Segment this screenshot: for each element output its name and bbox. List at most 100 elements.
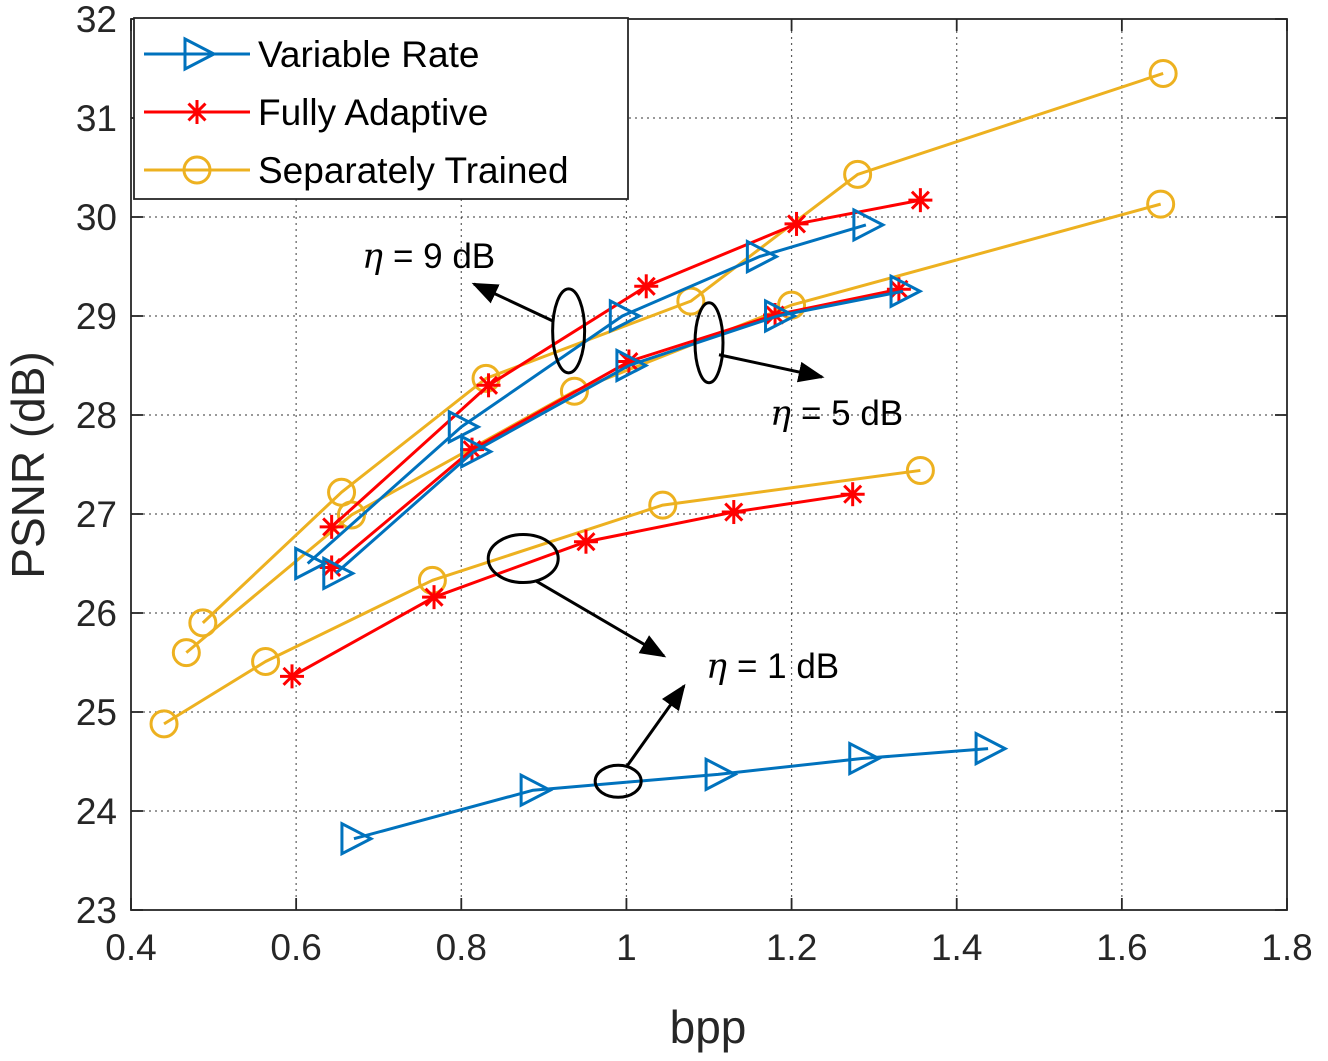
series-variable-rate-eta-1dB	[340, 731, 1009, 857]
data-point	[608, 298, 643, 334]
asterisk-stroke	[322, 517, 342, 537]
data-point	[340, 821, 375, 857]
annotation-eta-1dB: η = 1 dB	[486, 533, 839, 687]
data-point	[745, 239, 780, 275]
asterisk-stroke	[786, 214, 807, 234]
legend-marker	[182, 155, 212, 185]
legend-label: Variable Rate	[258, 34, 479, 75]
x-tick-label: 1.4	[931, 927, 982, 968]
legend-label: Separately Trained	[258, 150, 569, 191]
data-point	[848, 741, 883, 776]
x-axis-label: bpp	[670, 1001, 747, 1053]
data-point	[1148, 58, 1178, 88]
annotation-ellipse	[693, 301, 725, 385]
data-point	[905, 455, 935, 485]
annotation-label: η = 5 dB	[770, 394, 903, 434]
annotation-arrow	[471, 282, 554, 323]
asterisk-stroke	[478, 375, 499, 395]
data-point	[1146, 189, 1176, 219]
data-point	[322, 555, 357, 591]
series-variable-rate-eta-5dB	[322, 273, 924, 591]
annotation-eta-5dB: η = 5 dB	[693, 301, 903, 434]
legend-marker	[185, 100, 209, 124]
data-point	[784, 211, 809, 236]
data-point	[648, 490, 678, 520]
annotation-ellipse	[593, 763, 643, 799]
data-point	[280, 664, 305, 689]
data-point	[460, 434, 494, 470]
series-line	[163, 468, 921, 726]
data-point	[573, 529, 598, 554]
y-tick-label: 32	[76, 0, 117, 40]
annotation-eta-9dB: η = 9 dB	[362, 237, 587, 375]
data-point	[676, 286, 706, 316]
data-point	[149, 709, 179, 739]
axes-frame	[130, 18, 1288, 911]
data-point	[721, 500, 746, 525]
asterisk-stroke	[187, 102, 207, 122]
data-point	[974, 731, 1009, 767]
data-point	[188, 608, 218, 638]
annotations: η = 9 dB η = 5 dB η = 1 dB	[362, 237, 903, 799]
annotation-label: η = 9 dB	[362, 237, 495, 277]
series-line	[306, 223, 867, 565]
eta-symbol: η	[362, 237, 383, 277]
annotation-ellipse	[551, 287, 587, 375]
data-series	[149, 58, 1178, 857]
series-fully-adaptive-eta-1dB	[280, 482, 865, 689]
data-point	[327, 477, 357, 507]
y-tick-label: 29	[76, 296, 117, 337]
series-fully-adaptive-eta-9dB	[319, 188, 933, 539]
annotation-value: = 9 dB	[393, 237, 495, 276]
legend-entry-fully-adaptive: Fully Adaptive	[144, 92, 488, 133]
y-tick-label: 25	[76, 692, 117, 733]
asterisk-stroke	[724, 502, 744, 522]
data-point	[559, 376, 589, 406]
data-point	[615, 348, 650, 383]
asterisk-stroke	[576, 532, 596, 552]
data-point	[422, 585, 447, 610]
data-point	[889, 273, 924, 309]
legend-label: Fully Adaptive	[258, 92, 488, 133]
data-point	[852, 207, 887, 243]
data-point	[447, 409, 482, 445]
x-tick-label: 1	[616, 927, 637, 968]
data-point	[171, 638, 201, 668]
x-tick-label: 0.6	[270, 927, 321, 968]
x-tick-label: 0.8	[436, 927, 487, 968]
annotation-arrow	[534, 579, 667, 658]
asterisk-stroke	[424, 587, 444, 607]
annotation-arrow	[718, 353, 825, 383]
data-point	[764, 298, 798, 334]
data-point	[908, 188, 933, 213]
legend-entry-variable-rate: Variable Rate	[144, 34, 479, 75]
data-point	[251, 647, 281, 677]
y-tick-label: 28	[76, 395, 117, 436]
annotation-arrow	[624, 683, 686, 769]
data-point	[417, 565, 447, 595]
plot-border	[130, 18, 1288, 911]
asterisk-stroke	[843, 484, 863, 504]
x-tick-label: 1.6	[1096, 927, 1147, 968]
legend-entry-separately-trained: Separately Trained	[144, 150, 569, 191]
data-point	[840, 482, 865, 507]
series-line	[334, 289, 904, 575]
data-point	[476, 373, 501, 398]
x-tick-label: 1.8	[1261, 927, 1312, 968]
annotation-value: = 5 dB	[801, 394, 903, 433]
series-variable-rate-eta-9dB	[294, 207, 887, 581]
asterisk-stroke	[636, 276, 656, 296]
legend-marker	[183, 36, 218, 72]
eta-symbol: η	[706, 647, 727, 687]
data-point	[704, 756, 739, 792]
x-tick-label: 0.4	[105, 927, 156, 968]
data-point	[294, 546, 328, 581]
asterisk-stroke	[282, 666, 302, 686]
y-tick-label: 31	[76, 98, 117, 139]
data-point	[634, 274, 659, 299]
data-point	[319, 514, 344, 539]
asterisk-stroke	[322, 557, 342, 578]
y-tick-label: 30	[76, 197, 117, 238]
annotation-value: = 1 dB	[737, 647, 839, 686]
